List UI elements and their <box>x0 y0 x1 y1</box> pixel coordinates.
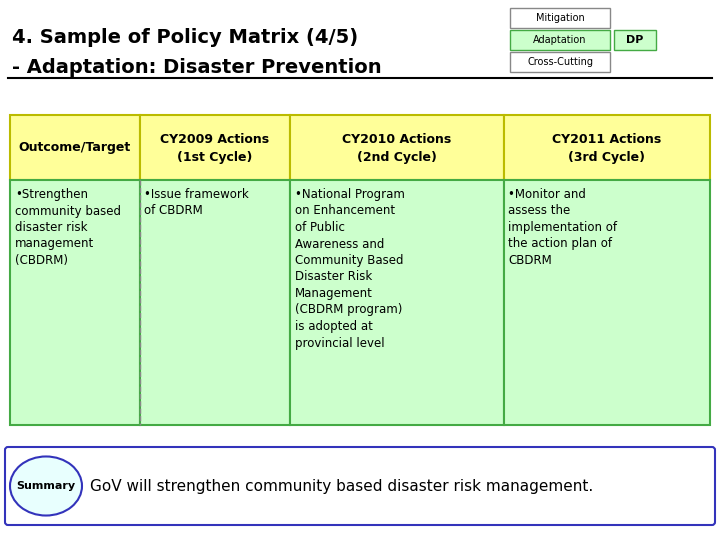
Text: - Adaptation: Disaster Prevention: - Adaptation: Disaster Prevention <box>12 58 382 77</box>
FancyBboxPatch shape <box>503 115 710 180</box>
Text: GoV will strengthen community based disaster risk management.: GoV will strengthen community based disa… <box>90 478 593 494</box>
Text: CY2009 Actions: CY2009 Actions <box>160 133 269 146</box>
Text: Cross-Cutting: Cross-Cutting <box>527 57 593 67</box>
FancyBboxPatch shape <box>510 30 610 50</box>
Text: (3rd Cycle): (3rd Cycle) <box>568 151 645 164</box>
FancyBboxPatch shape <box>510 8 610 28</box>
Ellipse shape <box>10 456 82 516</box>
Text: Adaptation: Adaptation <box>534 35 587 45</box>
Text: Summary: Summary <box>17 481 76 491</box>
Text: CY2011 Actions: CY2011 Actions <box>552 133 662 146</box>
FancyBboxPatch shape <box>503 180 710 425</box>
Text: •Strengthen
community based
disaster risk
management
(CBDRM): •Strengthen community based disaster ris… <box>15 188 121 267</box>
FancyBboxPatch shape <box>140 180 290 425</box>
FancyBboxPatch shape <box>5 447 715 525</box>
Text: DP: DP <box>626 35 644 45</box>
FancyBboxPatch shape <box>10 115 140 180</box>
FancyBboxPatch shape <box>140 115 290 180</box>
Text: (2nd Cycle): (2nd Cycle) <box>357 151 437 164</box>
FancyBboxPatch shape <box>290 115 503 180</box>
Text: 4. Sample of Policy Matrix (4/5): 4. Sample of Policy Matrix (4/5) <box>12 28 358 47</box>
Text: •Issue framework
of CBDRM: •Issue framework of CBDRM <box>145 188 249 218</box>
Text: Outcome/Target: Outcome/Target <box>19 141 131 154</box>
Text: (1st Cycle): (1st Cycle) <box>177 151 253 164</box>
FancyBboxPatch shape <box>614 30 656 50</box>
FancyBboxPatch shape <box>10 180 140 425</box>
Text: CY2010 Actions: CY2010 Actions <box>342 133 451 146</box>
Text: Mitigation: Mitigation <box>536 13 585 23</box>
Text: •National Program
on Enhancement
of Public
Awareness and
Community Based
Disaste: •National Program on Enhancement of Publ… <box>295 188 405 349</box>
FancyBboxPatch shape <box>290 180 503 425</box>
FancyBboxPatch shape <box>510 52 610 72</box>
Text: •Monitor and
assess the
implementation of
the action plan of
CBDRM: •Monitor and assess the implementation o… <box>508 188 618 267</box>
